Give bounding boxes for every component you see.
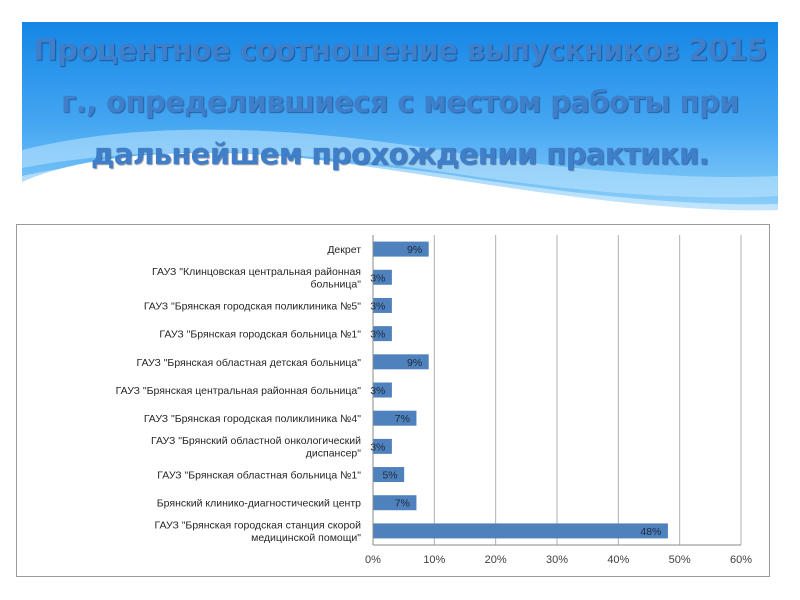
data-label: 48%	[640, 526, 661, 538]
x-tick-label: 60%	[730, 554, 752, 566]
data-label: 3%	[370, 441, 385, 453]
category-label-line: ГАУЗ "Брянская центральная районная боль…	[116, 385, 362, 397]
data-label: 7%	[395, 498, 410, 510]
bar	[373, 495, 417, 511]
category-label-line: Брянский клинико-диагностический центр	[157, 498, 361, 510]
x-tick-label: 10%	[423, 554, 445, 566]
slide-title: Процентное соотношение выпускников 2015 …	[33, 33, 767, 171]
category-label: ГАУЗ "Брянская областная детская больниц…	[136, 357, 361, 369]
bar	[373, 382, 392, 398]
category-label-line: ГАУЗ "Брянская городская поликлиника №4"	[144, 413, 361, 425]
category-label: ГАУЗ "Брянская городская больница №1"	[159, 329, 361, 341]
category-label-line: ГАУЗ "Брянская городская больница №1"	[159, 329, 361, 341]
category-label-line: ГАУЗ "Клинцовская центральная районная	[152, 266, 361, 278]
x-tick-label: 0%	[365, 554, 381, 566]
header-background	[22, 22, 778, 211]
data-label: 3%	[370, 385, 385, 397]
category-label-line: ГАУЗ "Брянская городская поликлиника №5"	[144, 300, 361, 312]
data-label: 3%	[370, 329, 385, 341]
bar	[373, 467, 405, 483]
data-label: 9%	[407, 357, 422, 369]
category-label-line: диспансер"	[306, 448, 361, 460]
category-label: Брянский клинико-диагностический центр	[157, 498, 361, 510]
category-label-line: больница"	[311, 279, 362, 291]
data-label: 5%	[382, 470, 397, 482]
data-label: 3%	[370, 272, 385, 284]
data-label: 3%	[370, 300, 385, 312]
category-label-line: ГАУЗ "Брянская областная больница №1"	[157, 470, 361, 482]
category-label-line: ГАУЗ "Брянский областной онкологический	[151, 435, 361, 447]
data-label: 7%	[395, 413, 410, 425]
x-tick-label: 40%	[607, 554, 629, 566]
bar	[373, 410, 417, 426]
bar	[373, 523, 668, 539]
category-label-line: Декрет	[327, 244, 361, 256]
category-label-line: медицинской помощи"	[251, 532, 361, 544]
chart-frame: 0% 10% 20% 30% 40% 50% 60% 9% Декрет 3% ГАУЗ "Клин…	[16, 224, 770, 577]
category-label: ГАУЗ "Брянский областной онкологический д…	[151, 435, 361, 460]
bar	[373, 297, 392, 313]
bar	[373, 438, 392, 454]
category-label: ГАУЗ "Брянская центральная районная боль…	[116, 385, 362, 397]
data-label: 9%	[407, 244, 422, 256]
x-tick-label: 20%	[485, 554, 507, 566]
slide-header: Процентное соотношение выпускников 2015 …	[0, 0, 800, 218]
category-label: ГАУЗ "Брянская областная больница №1"	[157, 470, 361, 482]
category-label-line: ГАУЗ "Брянская городская станция скорой	[154, 520, 361, 532]
bar	[373, 241, 429, 257]
category-label: Декрет	[327, 244, 361, 256]
x-tick-label: 50%	[669, 554, 691, 566]
bar	[373, 354, 429, 370]
bar-chart: 0% 10% 20% 30% 40% 50% 60% 9% Декрет 3% ГАУЗ "Клин…	[116, 235, 752, 566]
category-label: ГАУЗ "Брянская городская поликлиника №5"	[144, 300, 361, 312]
category-label-line: ГАУЗ "Брянская областная детская больниц…	[136, 357, 361, 369]
category-label: ГАУЗ "Брянская городская станция скорой м…	[154, 520, 361, 545]
category-label: ГАУЗ "Брянская городская поликлиника №4"	[144, 413, 361, 425]
category-label: ГАУЗ "Клинцовская центральная районная бо…	[152, 266, 361, 291]
bar	[373, 269, 392, 285]
x-tick-label: 30%	[546, 554, 568, 566]
bar	[373, 326, 392, 342]
